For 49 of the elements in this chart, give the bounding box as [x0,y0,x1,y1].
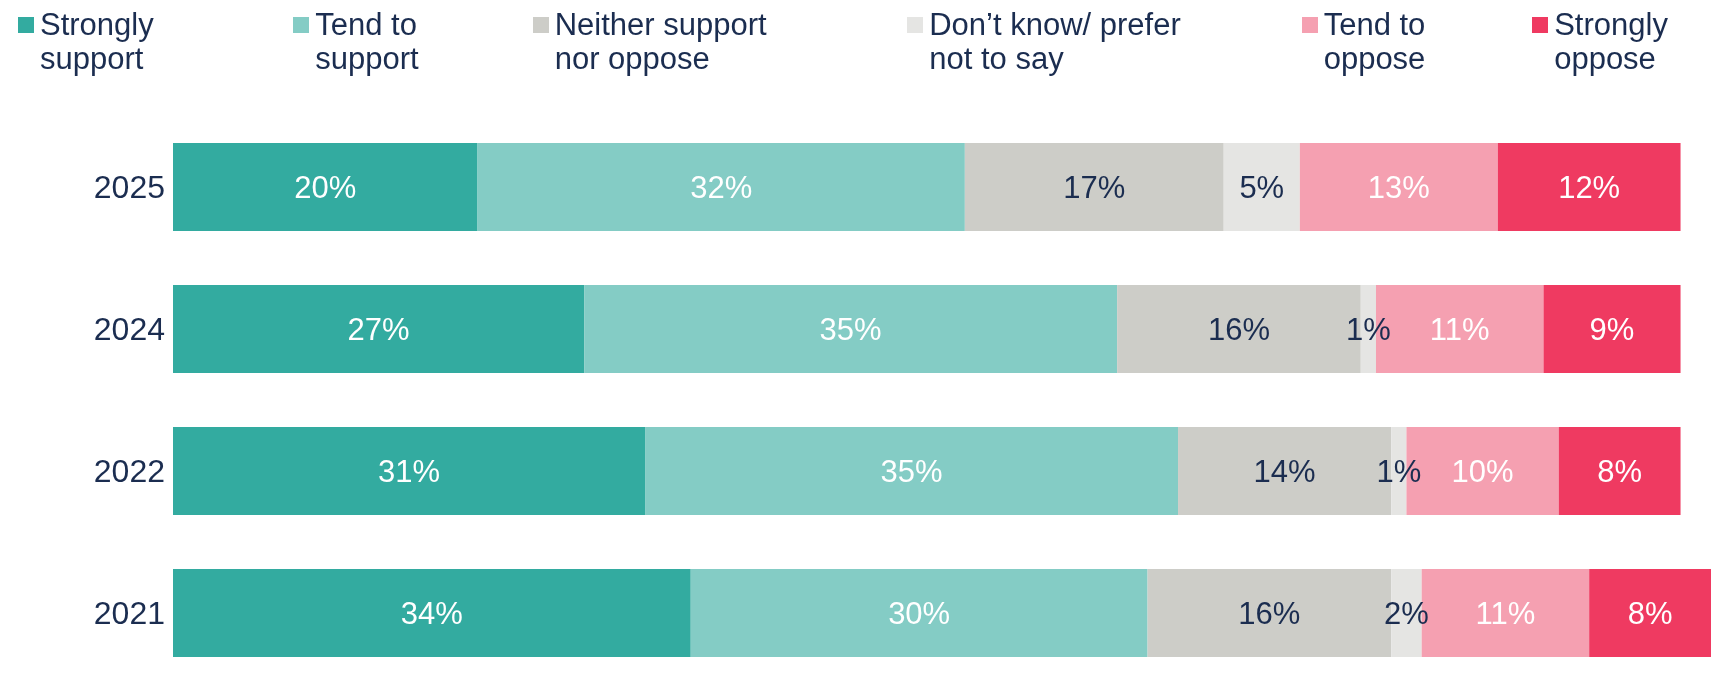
data-label: 8% [1627,596,1673,631]
bar [1558,427,1681,515]
data-label: 34% [400,596,463,631]
data-label: 30% [888,596,951,631]
bar [173,143,478,231]
data-label: 16% [1238,596,1301,631]
legend-label: Tend to support [315,7,420,76]
bar [690,569,1148,657]
y-tick-label: 2022 [93,453,165,490]
data-label: 14% [1253,454,1316,489]
data-label: 16% [1207,312,1270,347]
data-label: 31% [378,454,441,489]
bar [584,285,1118,373]
data-label: 5% [1239,170,1285,205]
bar [477,143,965,231]
y-tick-label: 2021 [93,595,165,632]
bar [645,427,1179,515]
data-label: 20% [294,170,357,205]
data-label: 32% [690,170,753,205]
data-label: 1% [1376,454,1422,489]
data-label: 9% [1589,312,1635,347]
data-label: 8% [1597,454,1643,489]
legend-label: Strongly oppose [1554,7,1669,76]
legend-label: Strongly support [40,7,155,76]
bar [964,143,1224,231]
legend-label: Don’t know/ prefer not to say [929,7,1182,76]
bar [1543,285,1681,373]
data-label: 11% [1475,596,1536,631]
data-label: 35% [880,454,943,489]
data-label: 17% [1063,170,1126,205]
data-label: 27% [347,312,410,347]
bar [1223,143,1300,231]
bar [173,427,646,515]
y-tick-label: 2025 [93,169,165,206]
bar [1299,143,1498,231]
legend-label: Tend to oppose [1323,7,1427,76]
bar [173,569,691,657]
data-label: 35% [819,312,882,347]
bar [173,285,585,373]
legend-label: Neither support nor oppose [554,7,768,76]
data-label: 12% [1558,170,1621,205]
data-label: 11% [1429,312,1490,347]
data-label: 10% [1451,454,1514,489]
data-label: 13% [1367,170,1430,205]
bar [1497,143,1681,231]
data-label: 2% [1384,596,1429,631]
y-tick-label: 2024 [93,311,165,348]
bar [1589,569,1711,657]
data-label: 1% [1345,312,1391,347]
